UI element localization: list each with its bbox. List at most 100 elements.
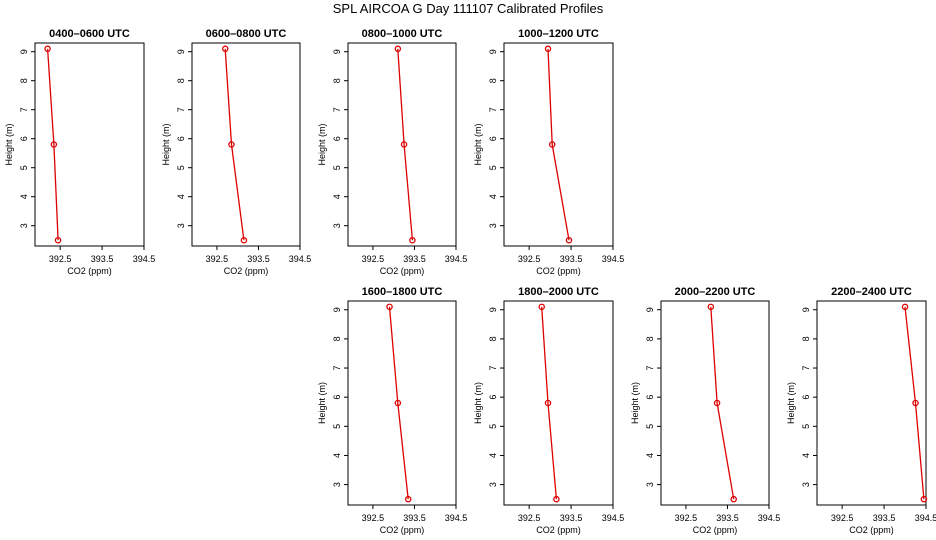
y-tick-label: 4 <box>176 194 186 199</box>
x-tick-label: 394.5 <box>445 513 468 523</box>
y-tick-label: 6 <box>801 395 811 400</box>
x-tick-label: 394.5 <box>602 254 625 264</box>
x-tick-label: 394.5 <box>289 254 312 264</box>
y-tick-label: 5 <box>801 424 811 429</box>
profile-panel: 2200–2400 UTC 392.5 393.5 394.5 CO2 (ppm) 3 4 5… <box>786 286 936 535</box>
plot-frame <box>660 300 770 506</box>
x-axis-label: CO2 (ppm) <box>849 525 894 535</box>
profile-line <box>397 48 414 241</box>
y-axis-label: Height (m) <box>4 123 14 165</box>
x-tick-label: 392.5 <box>49 254 72 264</box>
data-point <box>44 45 51 53</box>
x-axis-label: CO2 (ppm) <box>380 266 425 276</box>
x-tick-label: 393.5 <box>873 513 896 523</box>
plot-frame <box>347 42 457 247</box>
data-point <box>228 141 235 148</box>
data-point <box>240 236 248 244</box>
y-tick-label: 4 <box>488 194 498 199</box>
data-point <box>386 303 393 311</box>
y-tick-label: 5 <box>176 165 186 170</box>
y-axis-label: Height (m) <box>161 123 171 165</box>
y-axis-label: Height (m) <box>317 123 327 165</box>
y-tick-label: 6 <box>19 136 29 141</box>
panel-title: 0400–0600 UTC <box>49 28 130 40</box>
x-tick-label: 393.5 <box>716 513 739 523</box>
data-point <box>409 236 416 244</box>
profile-panel: 0600–0800 UTC 392.5 393.5 394.5 CO2 (ppm) 3 4 5… <box>161 28 311 276</box>
y-tick-label: 5 <box>332 424 342 429</box>
panel-title: 1000–1200 UTC <box>518 28 599 40</box>
y-tick-label: 9 <box>19 49 29 54</box>
x-axis-label: CO2 (ppm) <box>224 266 269 276</box>
profile-panel: 1600–1800 UTC 392.5 393.5 394.5 CO2 (ppm) 3 4 5… <box>317 286 467 535</box>
y-tick-label: 7 <box>645 366 655 371</box>
profile-line <box>388 306 409 500</box>
x-tick-label: 393.5 <box>403 513 426 523</box>
figure-title: SPL AIRCOA G Day 111107 Calibrated Profi… <box>333 1 604 16</box>
y-tick-label: 9 <box>488 49 498 54</box>
x-tick-label: 393.5 <box>560 513 583 523</box>
panel-title: 0600–0800 UTC <box>206 28 287 40</box>
y-tick-label: 3 <box>19 223 29 228</box>
plot-frame <box>191 42 301 247</box>
y-tick-label: 9 <box>488 307 498 312</box>
data-point <box>394 45 402 53</box>
y-tick-label: 3 <box>332 482 342 487</box>
x-tick-label: 392.5 <box>675 513 698 523</box>
x-tick-label: 394.5 <box>758 513 781 523</box>
profile-line <box>224 48 245 241</box>
y-tick-label: 3 <box>332 223 342 228</box>
y-tick-label: 8 <box>488 336 498 341</box>
x-axis-label: CO2 (ppm) <box>536 525 581 535</box>
y-tick-label: 7 <box>176 107 186 112</box>
x-axis-label: CO2 (ppm) <box>67 266 112 276</box>
y-tick-label: 8 <box>176 78 186 83</box>
y-tick-label: 5 <box>645 424 655 429</box>
y-tick-label: 3 <box>645 482 655 487</box>
y-tick-label: 8 <box>645 336 655 341</box>
profile-panel: 0800–1000 UTC 392.5 393.5 394.5 CO2 (ppm) 3 4 5… <box>317 28 467 276</box>
y-tick-label: 6 <box>332 136 342 141</box>
data-point <box>912 399 919 407</box>
y-tick-label: 9 <box>332 307 342 312</box>
panel-title: 1800–2000 UTC <box>518 286 599 298</box>
data-point <box>50 141 58 148</box>
profile-panel: 2000–2200 UTC 392.5 393.5 394.5 CO2 (ppm) 3 4 5… <box>630 286 780 535</box>
y-tick-label: 3 <box>488 223 498 228</box>
y-tick-label: 7 <box>488 366 498 371</box>
profile-line <box>46 48 59 241</box>
data-point <box>565 236 573 244</box>
y-tick-label: 4 <box>488 453 498 458</box>
y-axis-label: Height (m) <box>317 382 327 424</box>
y-tick-label: 7 <box>488 107 498 112</box>
panel-title: 1600–1800 UTC <box>362 286 443 298</box>
y-tick-label: 7 <box>332 107 342 112</box>
y-tick-label: 9 <box>332 49 342 54</box>
y-tick-label: 8 <box>332 336 342 341</box>
plot-frame <box>347 300 457 506</box>
y-tick-label: 4 <box>332 194 342 199</box>
profile-line <box>541 306 558 500</box>
data-point <box>920 495 928 503</box>
profile-line <box>904 306 925 500</box>
data-point <box>544 45 552 53</box>
profile-panel: 1000–1200 UTC 392.5 393.5 394.5 CO2 (ppm) 3 4 5… <box>473 28 624 276</box>
x-tick-label: 393.5 <box>91 254 114 264</box>
panel-title: 2000–2200 UTC <box>675 286 756 298</box>
y-tick-label: 6 <box>332 395 342 400</box>
x-tick-label: 392.5 <box>831 513 854 523</box>
data-point <box>901 303 909 311</box>
panel-title: 2200–2400 UTC <box>831 286 912 298</box>
y-tick-label: 4 <box>19 194 29 199</box>
data-point <box>553 495 560 503</box>
y-tick-label: 6 <box>176 136 186 141</box>
y-tick-label: 5 <box>488 424 498 429</box>
y-tick-label: 5 <box>19 165 29 170</box>
data-point <box>544 399 552 407</box>
x-tick-label: 393.5 <box>560 254 583 264</box>
y-tick-label: 3 <box>801 482 811 487</box>
x-tick-label: 393.5 <box>403 254 426 264</box>
data-point <box>730 495 737 503</box>
profile-line <box>710 306 735 500</box>
